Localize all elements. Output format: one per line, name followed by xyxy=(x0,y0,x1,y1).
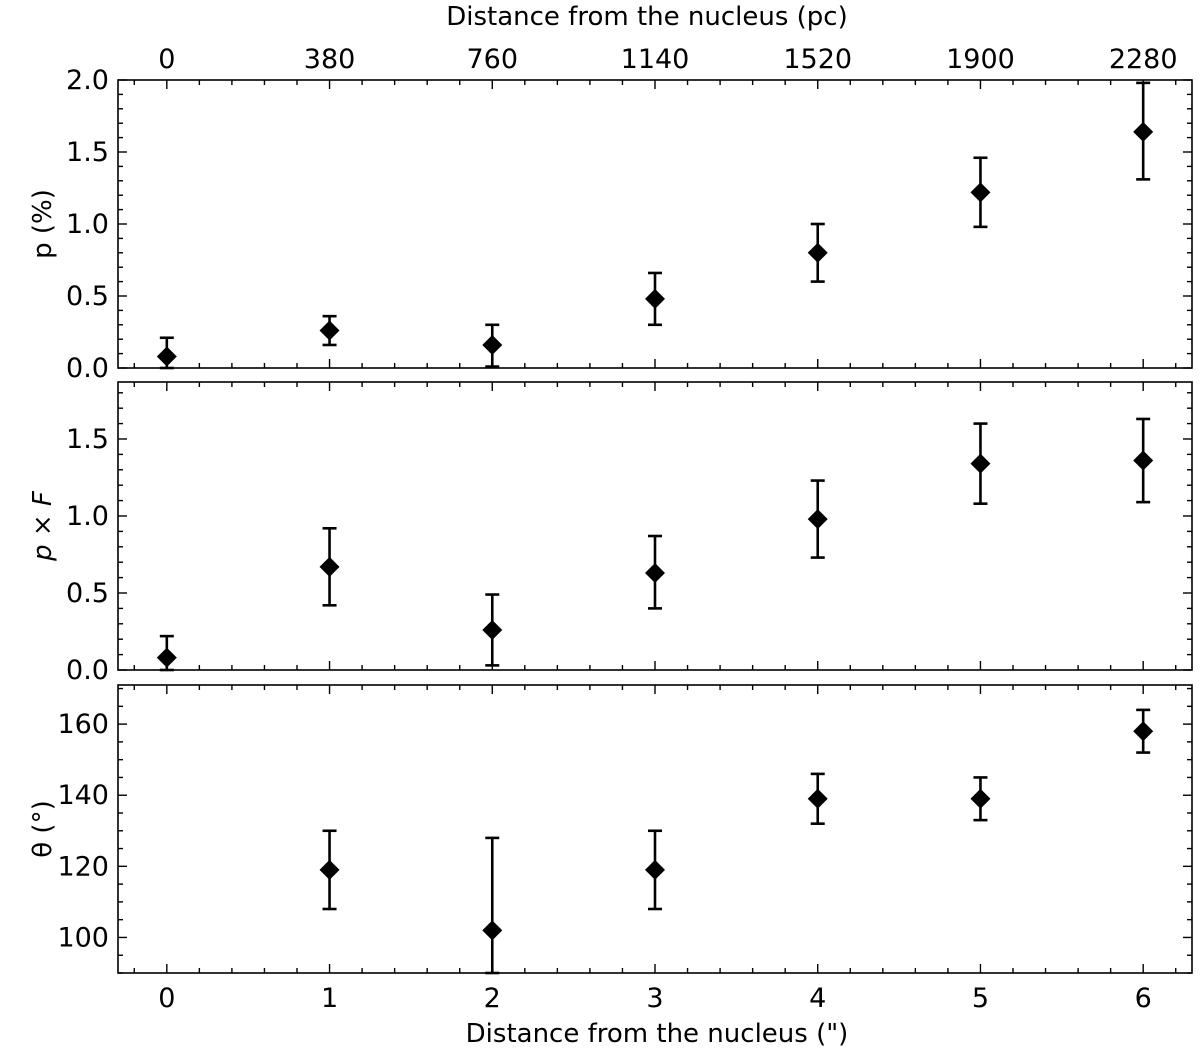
p-panel-point xyxy=(970,182,991,203)
theta-panel-point xyxy=(807,788,828,809)
p-panel-y-tick-label: 0.5 xyxy=(66,281,109,312)
pxf-panel-y-tick-label: 1.5 xyxy=(66,424,109,455)
pxf-panel-point xyxy=(156,647,177,668)
theta-panel-frame xyxy=(117,684,1193,974)
top-x-tick-label: 0 xyxy=(158,44,175,75)
bottom-x-tick-label: 6 xyxy=(1135,983,1152,1014)
pxf-panel-frame xyxy=(117,381,1193,671)
p-panel-y-tick-label: 2.0 xyxy=(66,65,109,96)
pxf-panel-point xyxy=(807,509,828,530)
bottom-x-tick-label: 4 xyxy=(809,983,826,1014)
pxf-panel-point xyxy=(645,562,665,583)
top-x-tick-label: 1140 xyxy=(621,44,690,75)
top-x-tick-label: 1520 xyxy=(783,44,852,75)
p-panel-y-tick-label: 1.5 xyxy=(66,137,109,168)
pxf-panel: 0.0 0.5 1.0 1.5 xyxy=(66,381,1193,686)
p-axis-title: p (%) xyxy=(28,189,58,259)
top-x-axis-title: Distance from the nucleus (pc) xyxy=(446,2,848,32)
theta-panel-point xyxy=(970,788,991,809)
theta-panel: 100 120 140 160 0 1 2 3 4 5 6 xyxy=(57,684,1193,1014)
pxf-axis-title: p × F xyxy=(28,490,58,562)
p-panel-point xyxy=(482,334,503,355)
pxf-panel-point xyxy=(319,556,340,577)
p-panel-point xyxy=(1133,121,1154,142)
pxf-panel-y-tick-label: 0.0 xyxy=(66,655,109,686)
pxf-panel-y-tick-label: 1.0 xyxy=(66,501,109,532)
theta-panel-point xyxy=(482,920,503,941)
theta-panel-point xyxy=(319,859,340,880)
p-panel-y-tick-label: 1.0 xyxy=(66,209,109,240)
pxf-panel-point xyxy=(1133,450,1154,471)
top-x-tick-label: 380 xyxy=(304,44,356,75)
bottom-x-tick-label: 1 xyxy=(321,983,338,1014)
p-panel-point xyxy=(156,346,177,367)
theta-panel-y-tick-label: 140 xyxy=(57,780,109,811)
theta-panel-point xyxy=(1133,721,1154,742)
theta-axis-title: θ (°) xyxy=(28,800,58,857)
pxf-panel-point xyxy=(970,453,991,474)
top-x-tick-label: 760 xyxy=(466,44,518,75)
bottom-x-tick-label: 3 xyxy=(646,983,663,1014)
p-panel-point xyxy=(319,320,340,341)
theta-panel-y-tick-label: 100 xyxy=(57,922,109,953)
theta-panel-y-tick-label: 120 xyxy=(57,851,109,882)
p-panel: 0.0 0.5 1.0 1.5 2.0 0 380 760 1140 1520 1900 2280 xyxy=(66,44,1193,384)
bottom-x-tick-label: 5 xyxy=(972,983,989,1014)
theta-panel-y-tick-label: 160 xyxy=(57,709,109,740)
top-x-tick-label: 2280 xyxy=(1109,44,1178,75)
bottom-x-tick-label: 2 xyxy=(484,983,501,1014)
bottom-x-tick-label: 0 xyxy=(158,983,175,1014)
p-panel-point xyxy=(807,242,828,263)
top-x-tick-label: 1900 xyxy=(946,44,1015,75)
pxf-panel-point xyxy=(482,619,503,640)
pxf-axis-title-times: × xyxy=(28,506,58,544)
pxf-axis-title-f: F xyxy=(28,490,58,506)
theta-panel-point xyxy=(645,859,665,880)
p-panel-y-tick-label: 0.0 xyxy=(66,353,109,384)
pxf-panel-y-tick-label: 0.5 xyxy=(66,578,109,609)
bottom-x-axis-title: Distance from the nucleus (") xyxy=(466,1019,849,1049)
pxf-axis-title-p: p xyxy=(28,544,58,562)
p-panel-point xyxy=(645,288,665,309)
